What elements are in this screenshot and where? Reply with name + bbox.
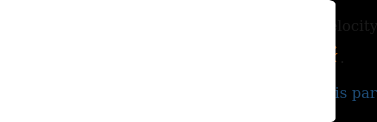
Text: with initial velocity: with initial velocity: [231, 20, 377, 34]
Text: Find the velocity and position vectors for this particle.: Find the velocity and position vectors f…: [9, 87, 377, 101]
Text: .: .: [339, 52, 344, 66]
Text: $\,+\,12t^2\,$: $\,+\,12t^2\,$: [224, 48, 279, 66]
Text: $\vec{\jmath}$: $\vec{\jmath}$: [279, 48, 288, 68]
Text: A particle starts at the: A particle starts at the: [9, 20, 182, 34]
Text: $\vec{k}$: $\vec{k}$: [328, 46, 339, 66]
Text: $\,-\,6t\,$: $\,-\,6t\,$: [288, 50, 328, 66]
Text: origin: origin: [182, 20, 231, 34]
Text: Its acceleration is: Its acceleration is: [9, 52, 147, 66]
Text: $\vec{\imath}$: $\vec{\imath}$: [215, 49, 224, 66]
Text: $(t)\,=\,6t\,$: $(t)\,=\,6t\,$: [158, 50, 215, 68]
Text: $\vec{a}$: $\vec{a}$: [147, 49, 158, 66]
